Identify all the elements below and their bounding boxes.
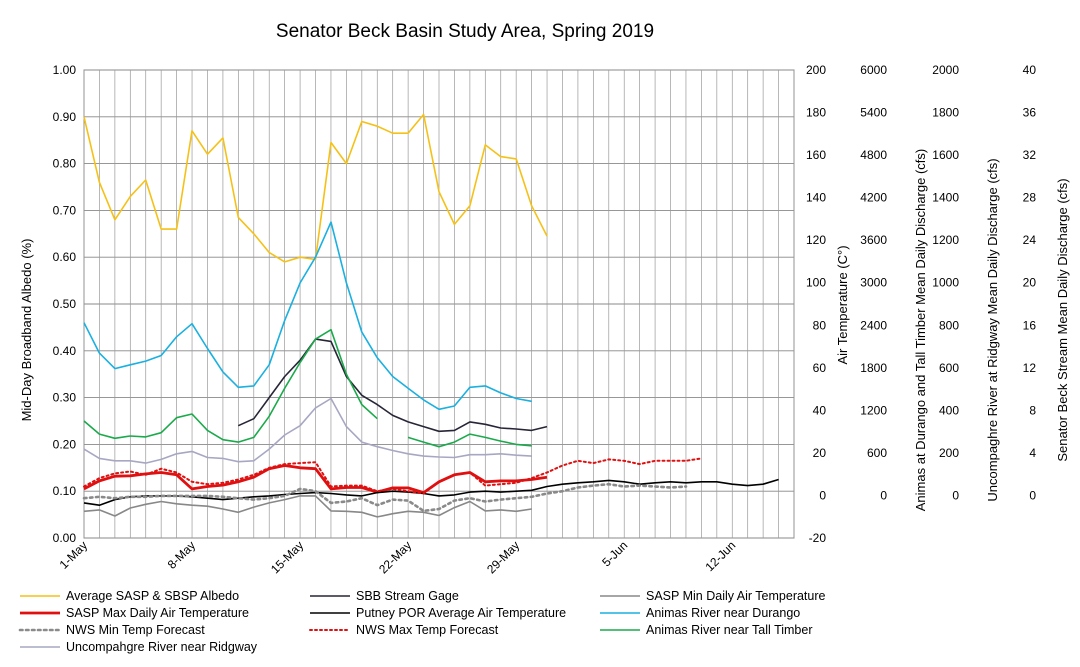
y-sbb-tick-label: 36 — [1023, 106, 1037, 120]
y-animas-tick-label: 2400 — [860, 318, 887, 332]
y-uncomp-tick-label: 1200 — [932, 233, 959, 247]
y-sbb-tick-label: 8 — [1029, 403, 1036, 417]
y-sbb-tick-label: 28 — [1023, 191, 1037, 205]
y-temp-tick-label: 160 — [806, 148, 826, 162]
y-uncomp-tick-label: 800 — [939, 318, 959, 332]
series-line-5 — [83, 221, 532, 411]
y-temp-tick-label: 0 — [819, 488, 826, 502]
series-line-9 — [83, 397, 532, 464]
x-tick-label: 5-Jun — [599, 538, 630, 569]
y-left-tick-label: 1.00 — [53, 63, 77, 77]
grid-layer — [83, 69, 795, 539]
y-temp-tick-label: 60 — [813, 361, 827, 375]
y-animas-tick-label: 600 — [867, 446, 887, 460]
y-sbb-tick-label: 40 — [1023, 63, 1037, 77]
y-sbb-tick-label: 20 — [1023, 276, 1037, 290]
y-sbb-tick-label: 0 — [1029, 488, 1036, 502]
series-line-2 — [83, 495, 532, 518]
y-sbb-tick-label: 32 — [1023, 148, 1037, 162]
y-sbb-tick-label: 16 — [1023, 318, 1037, 332]
y-uncomp-tick-label: 1800 — [932, 106, 959, 120]
y-temp-tick-label: 140 — [806, 191, 826, 205]
y-uncomp-tick-label: 1400 — [932, 191, 959, 205]
series-line-7 — [83, 457, 703, 495]
y-uncomp-tick-label: 400 — [939, 403, 959, 417]
y-uncomp-tick-label: 0 — [952, 488, 959, 502]
y-left-tick-label: 0.50 — [53, 297, 77, 311]
y-sbb-tick-label: 12 — [1023, 361, 1037, 375]
y-left-axis-label: Mid-Day Broadband Albedo (%) — [19, 239, 34, 422]
y-uncomp-tick-label: 2000 — [932, 63, 959, 77]
y-temp-tick-label: 100 — [806, 276, 826, 290]
y-temp-tick-label: 120 — [806, 233, 826, 247]
y-temp-tick-label: 20 — [813, 446, 827, 460]
y-animas-tick-label: 1800 — [860, 361, 887, 375]
y-animas-tick-label: 6000 — [860, 63, 887, 77]
legend-label: Uncompahgre River near Ridgway — [66, 640, 258, 654]
y-temp-tick-label: 180 — [806, 106, 826, 120]
legend-label: Average SASP & SBSP Albedo — [66, 589, 239, 603]
y-animas-tick-label: 0 — [880, 488, 887, 502]
y-left-tick-label: 0.90 — [53, 110, 77, 124]
series-line-8 — [407, 433, 532, 448]
x-tick-label: 29-May — [484, 538, 522, 576]
y-left-tick-label: 0.80 — [53, 157, 77, 171]
y-left-tick-label: 0.40 — [53, 344, 77, 358]
series-line-0 — [83, 113, 548, 263]
y-left-tick-label: 0.70 — [53, 203, 77, 217]
y-animas-tick-label: 3600 — [860, 233, 887, 247]
series-line-6 — [82, 482, 688, 513]
y-animas-tick-label: 4800 — [860, 148, 887, 162]
legend-label: Animas River near Tall Timber — [646, 623, 813, 637]
y-animas-tick-label: 4200 — [860, 191, 887, 205]
y-sbb-tick-label: 24 — [1023, 233, 1037, 247]
y-uncomp-axis-label: Uncompaghre River at Ridgway Mean Daily … — [985, 158, 1000, 501]
y-uncomp-tick-label: 600 — [939, 361, 959, 375]
series-line-4 — [83, 478, 779, 507]
legend-label: NWS Max Temp Forecast — [356, 623, 499, 637]
x-tick-label: 8-May — [165, 538, 198, 571]
y-uncomp-tick-label: 1600 — [932, 148, 959, 162]
y-temp-tick-label: 200 — [806, 63, 826, 77]
y-animas-tick-label: 3000 — [860, 276, 887, 290]
y-temp-tick-label: -20 — [809, 531, 827, 545]
y-uncomp-tick-label: 1000 — [932, 276, 959, 290]
y-sbb-tick-label: 4 — [1029, 446, 1036, 460]
y-animas-tick-label: 5400 — [860, 106, 887, 120]
y-uncomp-tick-label: 200 — [939, 446, 959, 460]
y-left-tick-label: 0.30 — [53, 391, 77, 405]
y-temp-tick-label: 80 — [813, 318, 827, 332]
x-tick-label: 12-Jun — [703, 538, 739, 574]
y-sbb-axis-label: Senator Beck Stream Mean Daily Discharge… — [1055, 178, 1070, 461]
series-line-8 — [83, 328, 378, 443]
y-left-tick-label: 0.20 — [53, 437, 77, 451]
y-temp-axis-label: Air Temperature (C°) — [835, 245, 850, 364]
y-animas-axis-label: Animas at Durango and Tall Timber Mean D… — [913, 149, 928, 511]
legend-label: SASP Max Daily Air Temperature — [66, 606, 249, 620]
x-tick-label: 15-May — [268, 538, 306, 576]
legend-label: Animas River near Durango — [646, 606, 800, 620]
y-temp-tick-label: 40 — [813, 403, 827, 417]
legend-label: NWS Min Temp Forecast — [66, 623, 205, 637]
legend-label: SBB Stream Gage — [356, 589, 459, 603]
x-tick-label: 22-May — [376, 538, 414, 576]
y-animas-tick-label: 1200 — [860, 403, 887, 417]
y-left-tick-label: 0.00 — [53, 531, 77, 545]
axis-layer: 0.00 0.10 0.20 0.30 0.40 0.50 0.60 0.70 0.80 0.90… — [53, 63, 1037, 576]
series-layer — [82, 113, 779, 518]
y-left-tick-label: 0.10 — [53, 484, 77, 498]
series-line-1 — [237, 338, 548, 433]
legend-label: Putney POR Average Air Temperature — [356, 606, 566, 620]
legend-label: SASP Min Daily Air Temperature — [646, 589, 826, 603]
chart-title: Senator Beck Basin Study Area, Spring 20… — [276, 21, 654, 42]
y-left-tick-label: 0.60 — [53, 250, 77, 264]
legend: Average SASP & SBSP Albedo SBB Stream Gag… — [18, 589, 826, 654]
